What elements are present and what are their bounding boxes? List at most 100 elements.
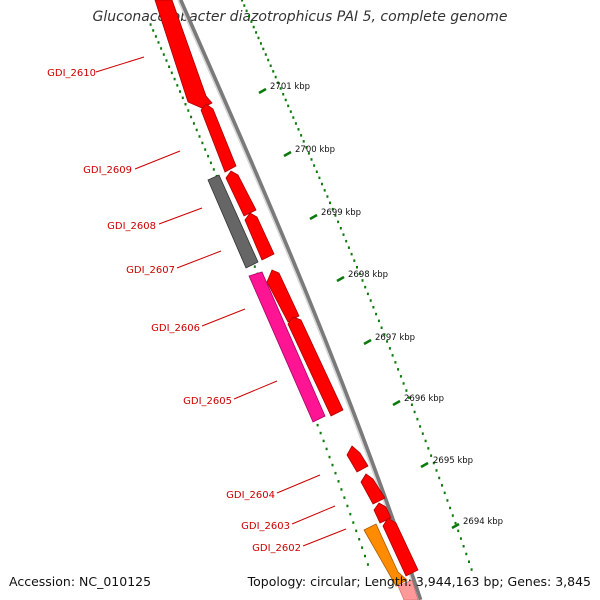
tick-dot <box>262 47 265 51</box>
tick-dot <box>441 484 443 487</box>
tick-dot <box>372 306 375 309</box>
tick-dot <box>328 455 331 459</box>
accession-text: Accession: NC_010125 <box>9 574 152 589</box>
tick-dot <box>207 154 210 158</box>
tick-dot <box>313 164 316 167</box>
tick-dot <box>253 265 256 268</box>
tick-dot <box>394 361 397 364</box>
tick-dot <box>399 375 402 378</box>
tick-dot <box>391 354 394 357</box>
scale-tick <box>392 399 401 407</box>
tick-dot <box>470 568 473 571</box>
tick-dot <box>279 87 282 90</box>
tick-dot <box>195 128 198 132</box>
gene-arrow-gdi-2602[interactable] <box>382 517 419 577</box>
tick-dot <box>343 496 346 499</box>
tick-dot <box>302 140 305 143</box>
tick-dot <box>353 259 356 262</box>
tick-dot <box>187 109 190 112</box>
tick-dot <box>421 432 424 435</box>
tick-dot <box>300 134 303 137</box>
tick-dot <box>160 47 163 50</box>
tick-dot <box>451 514 454 517</box>
tick-dot <box>408 396 411 399</box>
gene-arrow-gdi-2607[interactable] <box>244 212 275 261</box>
gene-arrow-gdi-2609[interactable] <box>200 103 237 173</box>
tick-dot <box>449 506 452 510</box>
tick-dot <box>358 538 361 541</box>
gene-arrow-gdi-2608[interactable] <box>207 174 259 269</box>
gene-label: GDI_2608 <box>107 221 156 232</box>
tick-dot <box>173 77 176 81</box>
tick-dot <box>255 31 258 34</box>
gene-label: GDI_2603 <box>241 521 290 532</box>
tick-dot <box>334 214 337 217</box>
tick-dot <box>241 0 243 2</box>
tick-dot <box>267 58 270 62</box>
tick-dot <box>424 439 427 443</box>
gene-arrow-gdi-2605[interactable] <box>287 316 344 417</box>
tick-dot <box>321 182 323 186</box>
scale-tick <box>309 213 318 221</box>
tick-dot <box>435 469 438 472</box>
tick-dot <box>380 326 383 329</box>
tick-dot <box>316 423 319 427</box>
tick-dot <box>331 463 334 467</box>
tick-dot <box>358 272 361 276</box>
tick-dot <box>397 368 400 371</box>
tick-dot <box>413 410 416 414</box>
scale-tick <box>336 275 345 283</box>
scale-label: 2699 kbp <box>321 208 361 218</box>
gene-arrow-gdi-2608-b[interactable] <box>225 170 257 217</box>
tick-dot <box>149 23 152 26</box>
tick-dot <box>427 447 430 450</box>
gene-arrow-gdi-2603[interactable] <box>360 473 386 505</box>
tick-dot <box>361 279 364 282</box>
tick-dot <box>438 476 441 480</box>
tick-dot <box>432 461 435 465</box>
tick-dot <box>375 312 378 316</box>
gene-arrow-gdi-2606[interactable] <box>248 271 326 423</box>
tick-dot <box>339 227 342 230</box>
tick-dot <box>410 403 413 406</box>
tick-dot <box>347 246 350 249</box>
tick-dot <box>355 529 358 533</box>
gene-arrow-gdi-2603-b[interactable] <box>373 502 392 524</box>
tick-dot <box>212 168 215 171</box>
gene-leader-line <box>201 308 246 327</box>
scale-label: 2698 kbp <box>348 270 388 280</box>
gene-label: GDI_2605 <box>183 396 232 407</box>
tick-dot <box>307 152 310 155</box>
tick-dot <box>364 285 367 289</box>
gene-leader-line <box>291 505 336 525</box>
genome-backbone <box>177 0 423 600</box>
tick-dot <box>402 382 405 385</box>
tick-dot <box>346 504 349 508</box>
tick-dot <box>377 319 380 323</box>
tick-dot <box>364 554 366 558</box>
tick-dot <box>165 59 168 62</box>
tick-dot <box>318 176 321 180</box>
tick-dot <box>297 128 300 131</box>
gene-leader-line <box>134 150 181 170</box>
tick-dot <box>349 512 352 516</box>
scale-label: 2701 kbp <box>270 82 310 92</box>
gene-arrow-gdi-2602-orange[interactable] <box>363 523 408 587</box>
scale-tick <box>363 338 372 346</box>
gene-leader-line <box>233 380 278 400</box>
tick-dot <box>192 122 195 125</box>
gene-arrow-bottom[interactable] <box>397 579 419 600</box>
tick-dot <box>366 563 369 566</box>
tick-dot <box>162 53 165 56</box>
gene-arrow-gdi-2606-b[interactable] <box>266 269 300 323</box>
gene-arrow-gdi-2604[interactable] <box>346 445 369 473</box>
gene-label: GDI_2604 <box>226 490 275 501</box>
tick-dot <box>245 9 248 13</box>
tick-dot <box>287 104 290 108</box>
tick-dot <box>366 292 369 296</box>
gene-arrow-gdi-2610[interactable] <box>154 0 213 109</box>
scale-label: 2697 kbp <box>375 333 415 343</box>
gene-leader-line <box>302 528 347 547</box>
